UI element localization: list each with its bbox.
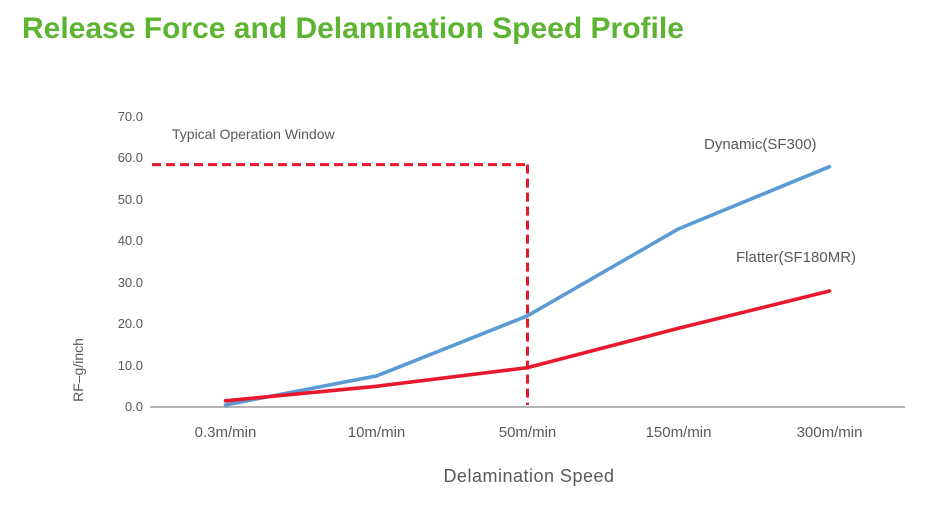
y-axis-tick-label: 60.0 xyxy=(117,150,143,166)
x-axis-category-label: 300m/min xyxy=(796,424,863,441)
x-axis-category-label: 0.3m/min xyxy=(194,424,257,441)
series-line-flatter-sf180mr xyxy=(223,289,832,403)
y-axis-tick-label: 40.0 xyxy=(117,233,143,249)
x-axis-category-label: 10m/min xyxy=(347,424,406,441)
x-axis-category-label: 150m/min xyxy=(645,424,712,441)
y-axis-tick-label: 20.0 xyxy=(117,316,143,332)
series-label-dynamic-sf300: Dynamic(SF300) xyxy=(704,136,817,153)
x-axis-category-label: 50m/min xyxy=(498,424,557,441)
annotation-label: Typical Operation Window xyxy=(172,126,335,142)
y-axis-tick-label: 30.0 xyxy=(117,274,143,290)
x-axis-title: Delamination Speed xyxy=(443,466,615,486)
chart-title: Release Force and Delamination Speed Pro… xyxy=(22,12,684,45)
y-axis-title: RF–g/inch xyxy=(70,338,86,402)
y-axis-tick-label: 50.0 xyxy=(117,191,143,207)
y-axis-tick-label: 70.0 xyxy=(117,109,143,124)
series-line-dynamic-sf300 xyxy=(223,164,832,407)
y-axis-tick-label: 10.0 xyxy=(117,357,143,373)
y-axis-tick-label: 0.0 xyxy=(124,399,143,414)
series-label-flatter-sf180mr: Flatter(SF180MR) xyxy=(736,249,857,266)
